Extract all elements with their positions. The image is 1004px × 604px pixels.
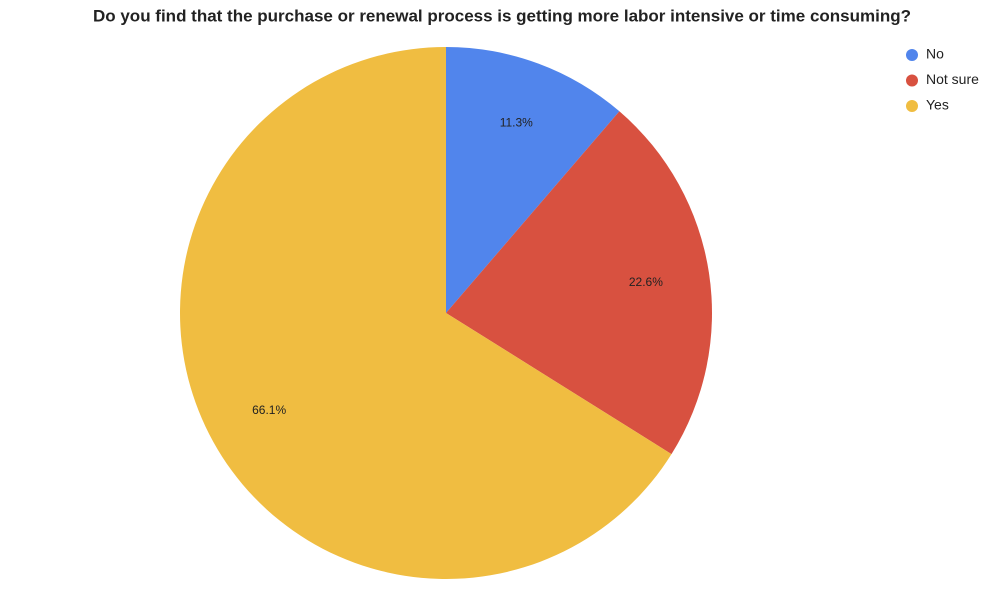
legend-marker — [906, 100, 918, 112]
legend-marker — [906, 49, 918, 61]
legend-marker — [906, 74, 918, 87]
legend-label: Not sure — [926, 71, 979, 87]
pie-slice — [180, 47, 672, 580]
slice-label: 66.1% — [252, 403, 286, 417]
slice-label: 11.3% — [500, 116, 533, 130]
slice-label: 22.6% — [629, 275, 663, 289]
legend-label: Yes — [926, 97, 949, 113]
legend-label: No — [926, 46, 944, 62]
pie-slice — [446, 111, 713, 455]
pie-slice — [446, 47, 620, 313]
chart-title: Do you find that the purchase or renewal… — [93, 6, 911, 25]
